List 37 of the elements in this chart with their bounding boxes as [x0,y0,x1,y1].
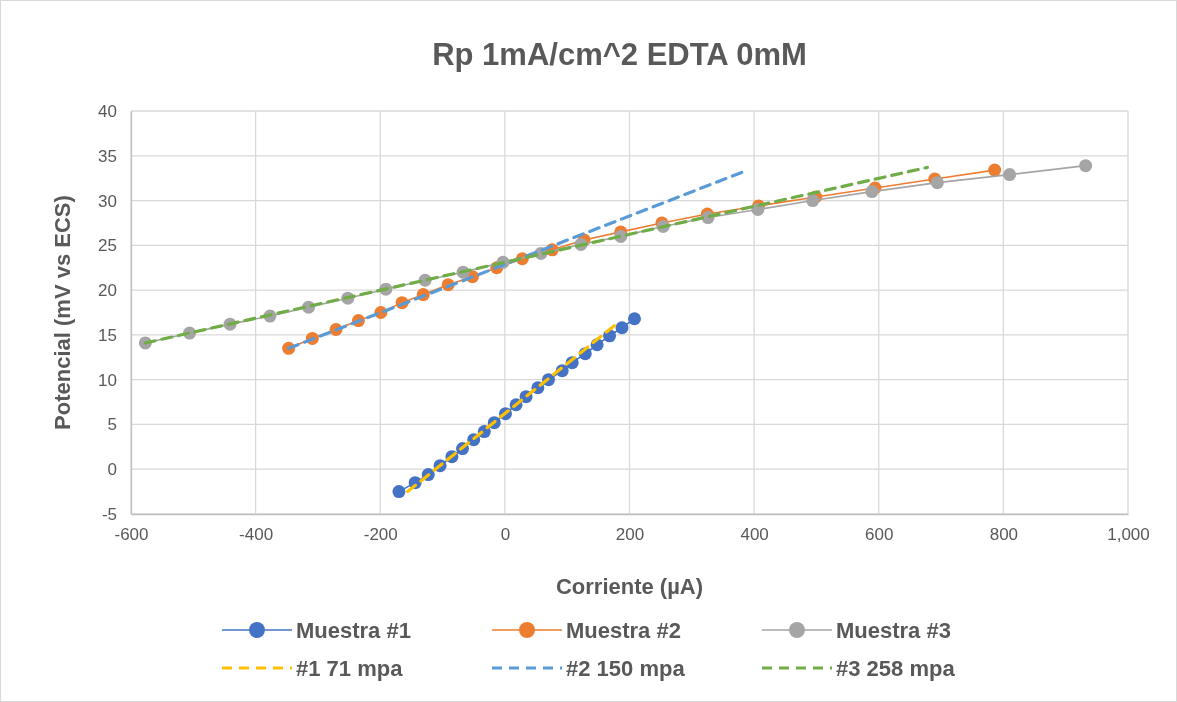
x-tick-label: 0 [500,525,511,545]
legend-label: Muestra #3 [836,618,951,643]
chart-title: Rp 1mA/cm^2 EDTA 0mM [432,37,807,72]
point [1003,168,1017,182]
x-tick-label: 600 [865,525,894,545]
x-tick-label: 200 [615,525,645,545]
legend-label: #2 150 mpa [566,656,686,681]
x-axis-title: Corriente (µA) [555,574,704,599]
legend-label: Muestra #1 [296,618,411,643]
y-tick-label: 10 [98,370,117,390]
y-tick-label: 25 [98,236,117,256]
legend-label: Muestra #2 [566,618,681,643]
point [865,185,879,199]
x-tick-label: 1,000 [1107,525,1150,545]
y-tick-label: 5 [107,415,117,435]
point [930,176,944,190]
y-tick-label: 15 [98,325,117,345]
point [988,163,1002,177]
point [392,485,406,499]
legend-label: #3 258 mpa [836,656,956,681]
y-tick-label: 35 [98,146,117,166]
point [1079,159,1093,173]
point [806,194,820,208]
point [615,321,629,335]
x-tick-label: 400 [740,525,769,545]
y-tick-label: 20 [98,281,117,301]
y-tick-label: 40 [98,101,117,121]
y-axis-title: Potencial (mV vs ECS) [50,195,75,430]
y-tick-label: -5 [101,504,117,524]
point [627,312,641,326]
y-tick-label: 0 [107,460,117,480]
legend-label: #1 71 mpa [296,656,404,681]
y-tick-label: 30 [98,191,117,211]
x-tick-label: 800 [989,525,1019,545]
x-tick-label: -600 [114,525,149,545]
x-tick-label: -200 [363,525,398,545]
x-tick-label: -400 [239,525,274,545]
